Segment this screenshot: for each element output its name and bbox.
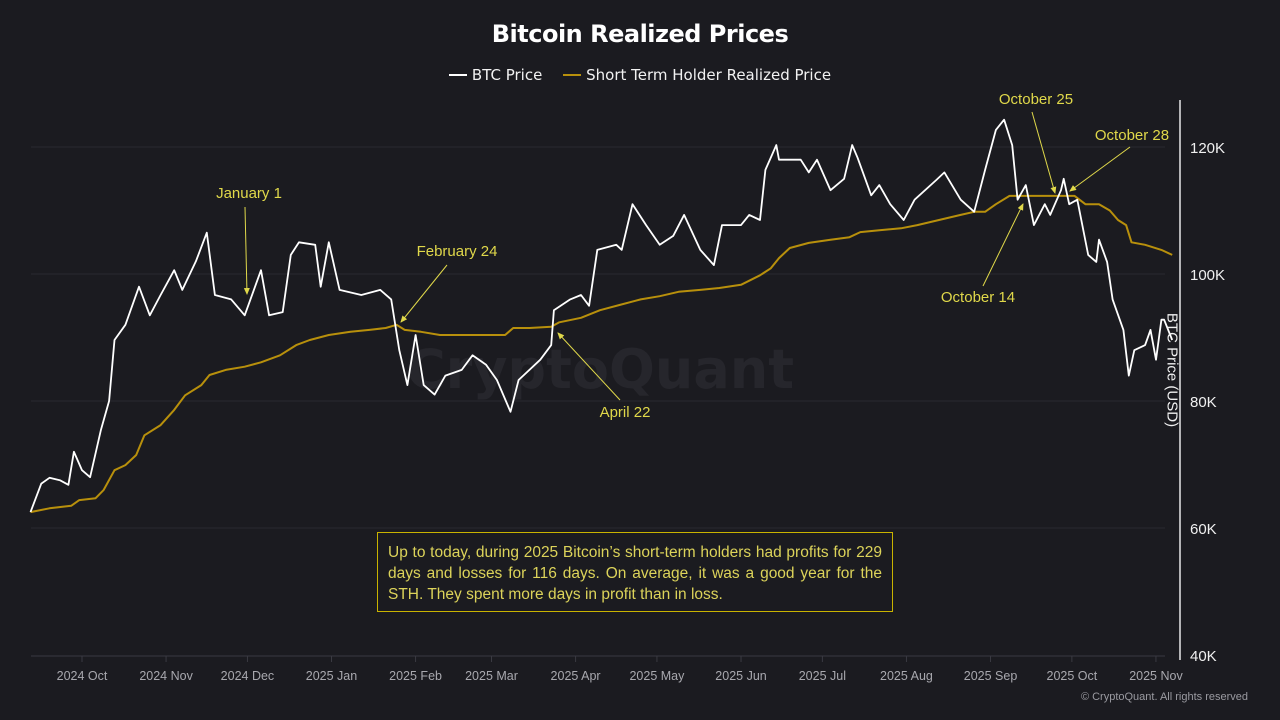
- x-tick-label: 2024 Dec: [221, 669, 275, 683]
- legend-swatch-btc: [448, 74, 467, 76]
- annotation-arrow: [1031, 111, 1057, 194]
- legend-label-btc: BTC Price: [471, 66, 543, 84]
- x-tick-label: 2025 Jun: [715, 669, 766, 683]
- copyright: © CryptoQuant. All rights reserved: [1080, 691, 1248, 703]
- annotation-arrow: [557, 332, 621, 401]
- annotation-label: October 28: [1095, 127, 1169, 144]
- y-tick-label: 80K: [1190, 394, 1217, 411]
- annotation-label: October 14: [941, 289, 1015, 306]
- y-axis-title: BTC Price (USD): [1163, 312, 1181, 428]
- x-axis: 2024 Oct 2024 Nov 2024 Dec 2025 Jan 2025 Feb…: [31, 655, 1183, 683]
- x-tick-label: 2025 May: [629, 669, 685, 683]
- chart-title: Bitcoin Realized Prices: [491, 20, 789, 48]
- x-tick-label: 2025 Mar: [465, 669, 518, 683]
- y-axis: 40K 60K 80K 100K 120K: [1179, 100, 1225, 665]
- x-tick-label: 2025 Apr: [551, 669, 601, 683]
- legend-item-sth-realized-price[interactable]: Short Term Holder Realized Price: [563, 66, 831, 84]
- annotation-label: October 25: [999, 91, 1073, 108]
- series-line-btc-price: [29, 118, 1174, 513]
- series-group: [29, 118, 1174, 514]
- y-tick-label: 40K: [1190, 648, 1217, 665]
- annotation-arrow: [243, 206, 250, 295]
- legend-item-btc-price[interactable]: BTC Price: [448, 66, 543, 84]
- y-tick-label: 120K: [1190, 140, 1225, 157]
- x-tick-label: 2024 Nov: [139, 669, 193, 683]
- x-tick-label: 2025 Jan: [306, 669, 357, 683]
- x-tick-label: 2025 Feb: [389, 669, 442, 683]
- x-tick-label: 2025 Jul: [799, 669, 846, 683]
- legend-swatch-sth: [563, 74, 582, 76]
- legend-label-sth: Short Term Holder Realized Price: [586, 66, 832, 84]
- watermark: CryptoQuant: [406, 338, 794, 401]
- x-tick-label: 2024 Oct: [57, 669, 108, 683]
- annotation-note-box: Up to today, during 2025 Bitcoin’s short…: [377, 532, 893, 612]
- x-tick-label: 2025 Oct: [1047, 669, 1098, 683]
- x-tick-label: 2025 Aug: [880, 669, 933, 683]
- x-tick-label: 2025 Nov: [1129, 669, 1183, 683]
- annotation-arrow: [1069, 146, 1131, 192]
- gridlines: [31, 146, 1165, 529]
- y-tick-label: 60K: [1190, 521, 1217, 538]
- annotation-arrow: [982, 203, 1024, 287]
- annotation-label: January 1: [216, 185, 282, 202]
- annotation-arrow: [400, 264, 448, 323]
- x-tick-label: 2025 Sep: [964, 669, 1018, 683]
- legend: BTC Price Short Term Holder Realized Pri…: [0, 62, 1280, 84]
- annotations: January 1 February 24 April 22 October 14 Oc…: [216, 91, 1169, 421]
- y-tick-label: 100K: [1190, 267, 1225, 284]
- annotation-label: February 24: [417, 243, 498, 260]
- annotation-label: April 22: [600, 404, 651, 421]
